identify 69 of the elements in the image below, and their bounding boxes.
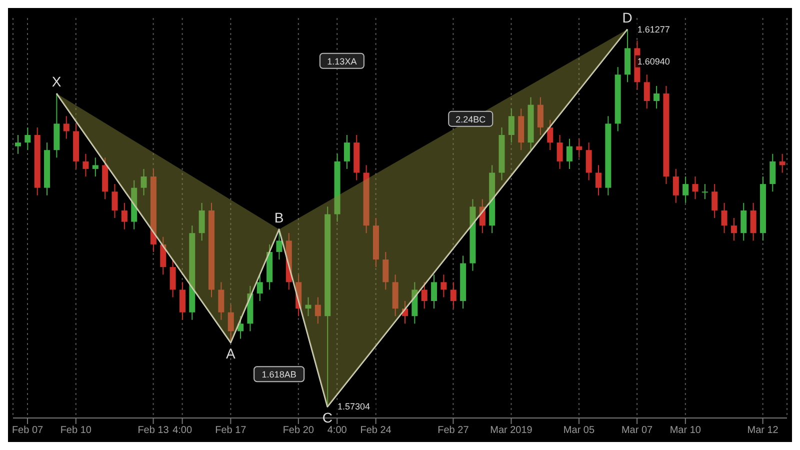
- candlestick: [179, 282, 186, 320]
- x-tick-label: Feb 20: [282, 425, 314, 436]
- candlestick: [24, 126, 31, 151]
- x-tick-label: Mar 2019: [490, 425, 533, 436]
- candlestick: [382, 251, 389, 290]
- x-tick-label: Feb 24: [360, 425, 392, 436]
- candlestick: [82, 153, 89, 177]
- candlestick: [770, 153, 776, 192]
- candlestick: [160, 236, 166, 276]
- annotation: 1.61277: [637, 24, 670, 34]
- x-tick-label: Feb 10: [60, 425, 92, 436]
- candlestick: [112, 184, 118, 218]
- candlestick: [431, 274, 438, 310]
- annotation: B: [274, 209, 284, 226]
- annotation: 1.618AB: [262, 370, 296, 380]
- x-tick-label: Mar 12: [747, 425, 779, 436]
- x-tick-label: Feb 27: [438, 425, 470, 436]
- candlestick: [721, 202, 728, 234]
- x-tick-label: 4:00: [327, 425, 348, 436]
- candlestick: [692, 176, 698, 200]
- candlestick: [450, 282, 456, 310]
- candlestick: [730, 218, 737, 242]
- annotation: 1.13XA: [327, 56, 357, 66]
- candlestick: [537, 96, 544, 136]
- annotation: X: [52, 73, 62, 90]
- x-tick-label: Feb 07: [12, 425, 44, 436]
- x-tick-label: Feb 17: [215, 425, 247, 436]
- candlestick: [740, 202, 747, 242]
- candlestick: [672, 168, 679, 204]
- x-tick-label: Mar 07: [621, 425, 654, 436]
- candlestick: [140, 168, 147, 196]
- candlestick: [170, 259, 176, 298]
- candlestick: [421, 282, 428, 310]
- x-tick-label: Mar 10: [670, 425, 702, 436]
- candlestick: [198, 202, 205, 242]
- candlestick: [121, 202, 128, 230]
- candlestick: [566, 138, 572, 170]
- candlestick: [63, 116, 70, 140]
- candlestick: [712, 184, 718, 218]
- candlestick: [305, 296, 312, 317]
- candlestick: [218, 282, 224, 320]
- candlestick: [440, 274, 447, 298]
- candlestick: [92, 157, 98, 177]
- text: C: [322, 410, 332, 426]
- candlestick: [596, 164, 602, 196]
- x-tick-label: Feb 13: [138, 425, 170, 436]
- candlestick: [654, 85, 660, 110]
- annotation: 2.24BC: [456, 114, 486, 124]
- candlestick: [344, 134, 350, 170]
- annotation: A: [226, 346, 236, 362]
- text: D: [622, 9, 632, 26]
- x-tick-label: Mar 05: [563, 425, 595, 436]
- candlestick: [556, 134, 563, 170]
- annotation: 1.57304: [337, 402, 370, 412]
- candlestick: [750, 202, 756, 242]
- candlestick: [644, 74, 650, 110]
- candlestick: [702, 184, 708, 200]
- candlestick: [228, 304, 234, 344]
- candlestick: [508, 108, 514, 144]
- x-tick-label: 4:00: [172, 425, 192, 436]
- candlestick: [576, 138, 582, 158]
- candlestick: [682, 176, 689, 204]
- candlestick: [256, 274, 263, 302]
- annotation: 1.60940: [637, 56, 670, 66]
- candlestick: [779, 153, 786, 174]
- candlestick: [15, 134, 21, 154]
- candlestick: [547, 119, 554, 151]
- candlestick: [314, 296, 321, 324]
- candlestick: [586, 142, 592, 181]
